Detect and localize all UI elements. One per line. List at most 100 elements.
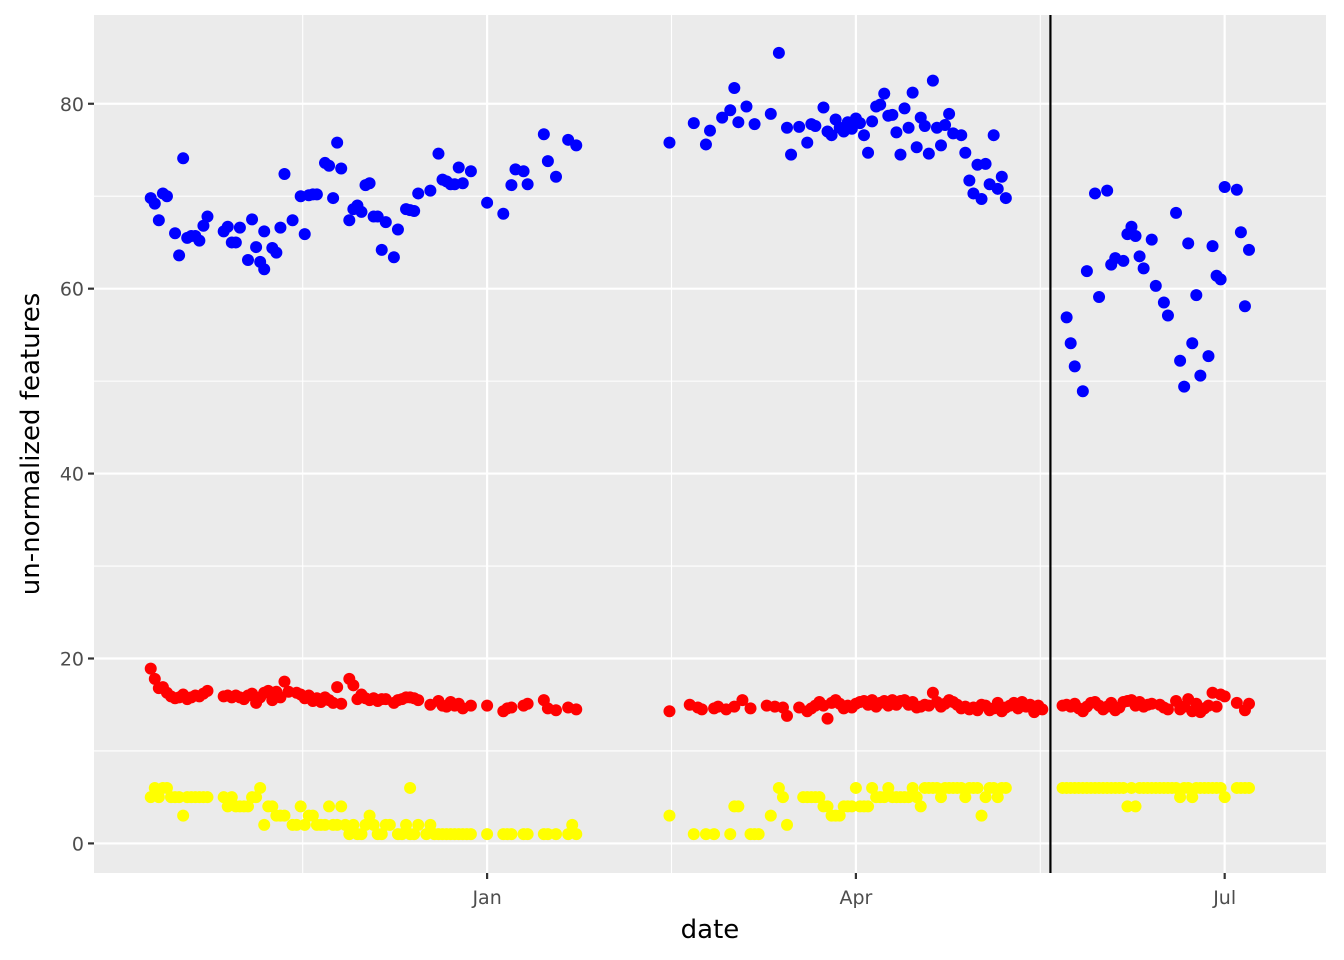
data-point <box>391 223 404 236</box>
data-point <box>266 800 279 813</box>
data-points <box>144 46 1255 841</box>
data-point <box>521 828 534 841</box>
data-point <box>1186 337 1199 350</box>
data-point <box>424 818 437 831</box>
data-point <box>853 117 866 130</box>
data-point <box>793 120 806 133</box>
plot-panel <box>94 15 1326 873</box>
data-point <box>412 694 425 707</box>
data-point <box>914 800 927 813</box>
data-point <box>177 152 190 165</box>
data-point <box>335 162 348 175</box>
data-point <box>550 704 562 717</box>
data-point <box>1125 220 1138 233</box>
data-point <box>408 205 421 218</box>
data-point <box>1133 250 1146 263</box>
data-point <box>785 148 798 161</box>
data-point <box>781 818 793 831</box>
data-point <box>744 702 757 715</box>
data-point <box>250 791 263 804</box>
data-point <box>886 108 899 121</box>
data-point <box>335 800 348 813</box>
data-point <box>412 187 425 200</box>
data-point <box>1161 309 1174 322</box>
data-point <box>383 818 396 831</box>
data-point <box>375 243 388 256</box>
data-point <box>813 791 826 804</box>
data-point <box>1036 703 1049 716</box>
y-tick-label: 60 <box>60 279 84 301</box>
data-point <box>708 828 721 841</box>
data-point <box>704 124 716 137</box>
data-point <box>355 205 368 218</box>
data-point <box>424 184 437 197</box>
data-point <box>663 705 676 718</box>
data-point <box>169 227 182 240</box>
data-point <box>910 141 923 154</box>
data-point <box>1129 229 1142 242</box>
data-point <box>1174 354 1187 367</box>
data-point <box>1129 800 1142 813</box>
data-point <box>1174 791 1187 804</box>
data-point <box>550 828 562 841</box>
data-point <box>752 828 765 841</box>
data-point <box>898 102 911 115</box>
data-point <box>201 210 214 223</box>
data-point <box>242 254 254 267</box>
y-tick-label: 20 <box>60 649 84 671</box>
data-point <box>1101 184 1114 197</box>
data-point <box>541 155 554 168</box>
data-point <box>1190 289 1203 302</box>
data-point <box>943 107 956 120</box>
y-axis-title: un-normalized features <box>16 293 46 596</box>
data-point <box>379 216 392 229</box>
data-point <box>298 818 311 831</box>
data-point <box>772 46 785 59</box>
data-point <box>906 781 919 794</box>
data-point <box>906 86 919 99</box>
data-point <box>687 828 700 841</box>
data-point <box>874 98 887 111</box>
data-point <box>331 136 344 149</box>
data-point <box>355 828 368 841</box>
x-axis-title: date <box>681 915 740 945</box>
data-point <box>935 139 947 152</box>
data-point <box>335 697 348 710</box>
data-point <box>991 791 1004 804</box>
data-point <box>1234 226 1247 239</box>
data-point <box>724 828 737 841</box>
data-point <box>347 679 360 692</box>
data-point <box>464 165 477 178</box>
data-point <box>274 221 287 234</box>
data-point <box>1170 206 1183 219</box>
data-point <box>566 818 579 831</box>
data-point <box>148 197 161 210</box>
data-point <box>160 781 173 794</box>
data-point <box>902 121 915 134</box>
data-point <box>404 781 417 794</box>
data-point <box>387 251 400 264</box>
data-point <box>764 809 777 822</box>
data-point <box>323 800 336 813</box>
data-point <box>481 699 494 712</box>
data-point <box>776 791 789 804</box>
data-point <box>306 809 319 822</box>
data-point <box>858 129 870 142</box>
x-tick-label: Jan <box>471 887 501 909</box>
data-point <box>1238 300 1251 313</box>
data-point <box>1080 265 1093 278</box>
data-point <box>173 249 186 262</box>
data-point <box>400 818 413 831</box>
data-point <box>663 136 676 149</box>
data-point <box>1182 237 1195 250</box>
data-point <box>570 139 583 152</box>
data-point <box>975 809 988 822</box>
data-point <box>225 791 238 804</box>
data-point <box>764 107 777 120</box>
y-tick-label: 80 <box>60 94 84 116</box>
data-point <box>866 115 879 128</box>
data-point <box>270 246 283 259</box>
data-point <box>971 781 984 794</box>
data-point <box>959 146 972 159</box>
data-point <box>781 121 793 134</box>
